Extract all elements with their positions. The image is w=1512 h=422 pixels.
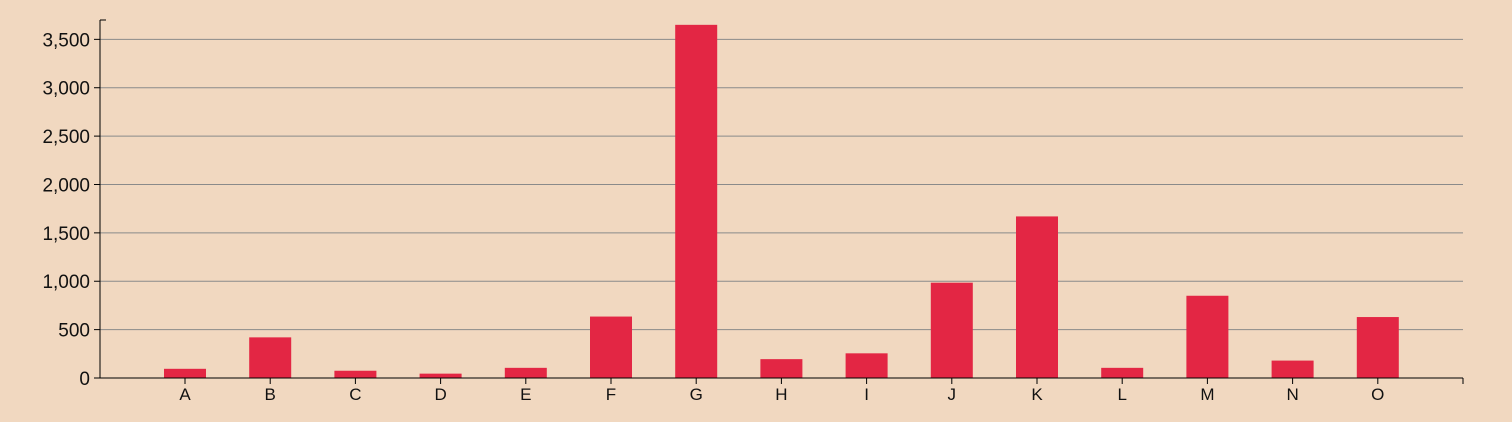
bar-k bbox=[1016, 216, 1058, 378]
bar-h bbox=[760, 359, 803, 378]
bar-m bbox=[1186, 295, 1229, 378]
x-tick-label: L bbox=[1117, 385, 1126, 404]
x-tick-label: M bbox=[1200, 385, 1214, 404]
x-axis-ticks: A B C D E F G H I J K L M N O bbox=[179, 378, 1464, 404]
y-tick-label: 2,500 bbox=[42, 127, 90, 148]
y-tick-label: 0 bbox=[79, 369, 90, 390]
x-tick-label: E bbox=[520, 385, 531, 404]
bar-j bbox=[930, 282, 973, 378]
x-tick-label: N bbox=[1286, 385, 1298, 404]
bar-l bbox=[1101, 367, 1144, 378]
bar-i bbox=[845, 353, 888, 378]
bars bbox=[164, 24, 1399, 379]
y-axis-ticks: 0 500 1,000 1,500 2,000 2,500 3,000 3,500 bbox=[42, 19, 106, 390]
bar-b bbox=[249, 337, 292, 378]
y-tick-label: 500 bbox=[58, 321, 90, 342]
x-tick-label: I bbox=[864, 385, 869, 404]
x-tick-label: O bbox=[1371, 385, 1384, 404]
bar-o bbox=[1356, 317, 1399, 378]
x-tick-label: F bbox=[606, 385, 616, 404]
axes bbox=[99, 20, 1463, 379]
y-tick-label: 1,000 bbox=[42, 272, 90, 293]
y-tick-label: 3,500 bbox=[42, 30, 90, 51]
x-tick-label: H bbox=[775, 385, 787, 404]
bar-d bbox=[419, 373, 462, 378]
x-tick-label: K bbox=[1031, 385, 1043, 404]
bar-g bbox=[675, 24, 718, 379]
y-tick-label: 3,000 bbox=[42, 79, 90, 100]
x-tick-label: C bbox=[349, 385, 361, 404]
x-tick-label: A bbox=[179, 385, 191, 404]
bar-a bbox=[164, 368, 206, 378]
x-tick-label: G bbox=[690, 385, 703, 404]
bar-e bbox=[504, 367, 547, 378]
x-tick-label: B bbox=[265, 385, 276, 404]
y-tick-label: 1,500 bbox=[42, 224, 90, 245]
gridlines bbox=[100, 38, 1463, 331]
y-tick-label: 2,000 bbox=[42, 175, 90, 196]
x-tick-label: D bbox=[434, 385, 446, 404]
bar-f bbox=[590, 316, 632, 378]
x-tick-label: J bbox=[948, 385, 957, 404]
bar-c bbox=[334, 370, 377, 378]
bar-n bbox=[1271, 360, 1314, 378]
